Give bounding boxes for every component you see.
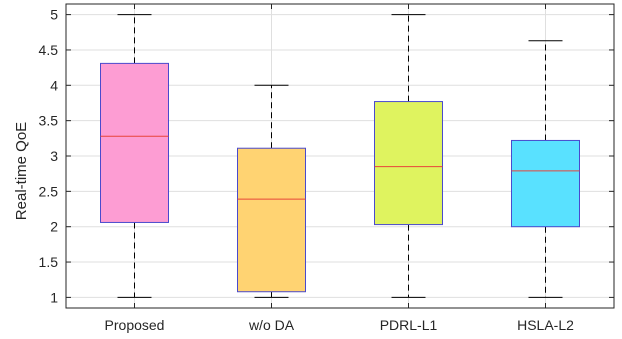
y-tick-label: 3 <box>50 148 58 164</box>
y-tick-label: 4.5 <box>39 42 59 58</box>
box-iqr <box>100 62 169 223</box>
box-series <box>100 14 580 298</box>
x-tick-label: HSLA-L2 <box>517 317 574 333</box>
box-proposed <box>100 14 169 298</box>
x-tick-label: Proposed <box>105 317 165 333</box>
y-tick-label: 3.5 <box>39 113 59 129</box>
box-iqr <box>374 101 443 226</box>
box-iqr <box>237 147 306 293</box>
y-tick-label: 2 <box>50 219 58 235</box>
y-tick-label: 1 <box>50 289 58 305</box>
x-tick-label: PDRL-L1 <box>380 317 438 333</box>
y-tick-label: 4 <box>50 77 58 93</box>
box-hsla-l2 <box>511 40 580 298</box>
box-pdrl-l1 <box>374 14 443 298</box>
x-tick-label: w/o DA <box>248 317 295 333</box>
y-axis-label: Real-time QoE <box>13 122 30 220</box>
y-tick-label: 2.5 <box>39 183 59 199</box>
box-iqr <box>511 139 580 228</box>
y-tick-label: 1.5 <box>39 254 59 270</box>
axis-ticks: 1 1.5 2 2.5 3 3.5 4 4.5 5 Proposed w/o DA PDRL-L1 HS… <box>39 4 614 333</box>
box-w-o-da <box>237 84 306 298</box>
y-tick-label: 5 <box>50 7 58 23</box>
